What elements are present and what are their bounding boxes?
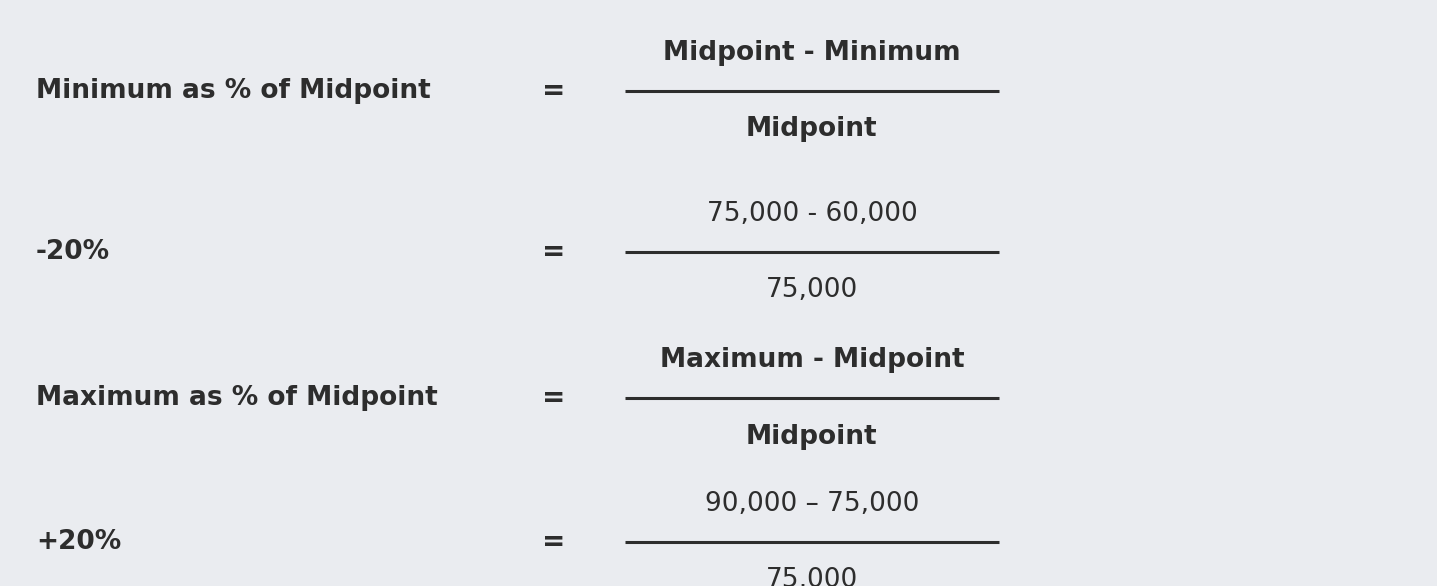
Text: =: = bbox=[542, 77, 565, 105]
Text: +20%: +20% bbox=[36, 529, 121, 555]
Text: =: = bbox=[542, 384, 565, 413]
Text: Midpoint - Minimum: Midpoint - Minimum bbox=[662, 40, 961, 66]
Text: Maximum - Midpoint: Maximum - Midpoint bbox=[660, 347, 964, 373]
Text: -20%: -20% bbox=[36, 239, 111, 265]
Text: 90,000 – 75,000: 90,000 – 75,000 bbox=[704, 491, 920, 517]
Text: 75,000: 75,000 bbox=[766, 277, 858, 303]
Text: 75,000 - 60,000: 75,000 - 60,000 bbox=[707, 201, 917, 227]
Text: Midpoint: Midpoint bbox=[746, 116, 878, 142]
Text: 75,000: 75,000 bbox=[766, 567, 858, 586]
Text: =: = bbox=[542, 528, 565, 556]
Text: Minimum as % of Midpoint: Minimum as % of Midpoint bbox=[36, 78, 431, 104]
Text: Midpoint: Midpoint bbox=[746, 424, 878, 449]
Text: =: = bbox=[542, 238, 565, 266]
Text: Maximum as % of Midpoint: Maximum as % of Midpoint bbox=[36, 386, 438, 411]
